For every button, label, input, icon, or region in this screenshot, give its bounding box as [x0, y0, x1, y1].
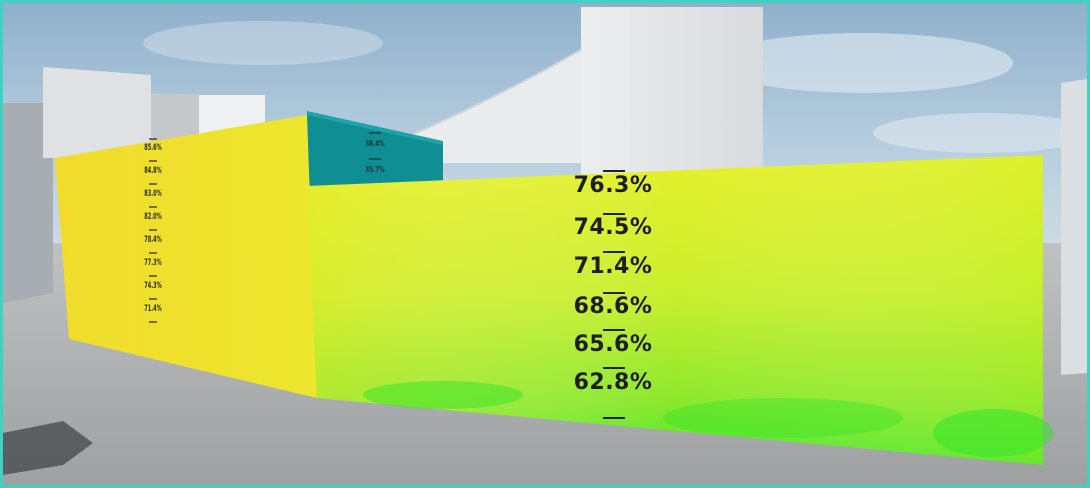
heatmap-wall-left [55, 115, 317, 398]
heatmap-value-label: 38.4% [365, 139, 385, 148]
teal-block [307, 113, 443, 188]
heatmap-value-label: 84.8% [144, 166, 162, 176]
building-left [43, 67, 151, 158]
heatmap-value-label: 68.6% [573, 294, 653, 319]
scene-3d-view [3, 3, 1087, 485]
heatmap-value-label: 74.5% [573, 215, 653, 240]
heatmap-value-label: 77.3% [144, 258, 162, 268]
cloud [873, 113, 1087, 153]
heatmap-value-label: 62.8% [573, 370, 653, 395]
heatmap-value-label: 76.3% [573, 173, 653, 198]
cloud [713, 33, 1013, 93]
teal-block-ticks [369, 132, 381, 160]
heatmap-value-label: 83.0% [144, 189, 162, 199]
heatmap-value-label: 78.4% [144, 235, 162, 245]
left-wall-ticks [149, 138, 157, 323]
heatmap-patch [933, 409, 1053, 457]
ground-shadow [3, 421, 93, 475]
heatmap-value-label: 35.7% [365, 165, 385, 174]
cloud [143, 21, 383, 65]
heatmap-value-label: 82.0% [144, 212, 162, 222]
right-wall-ticks [603, 170, 625, 419]
heatmap-value-label: 74.3% [144, 281, 162, 291]
building-right [1061, 79, 1087, 375]
heatmap-patch [363, 381, 523, 409]
heatmap-value-label: 85.6% [144, 143, 162, 153]
building-far-left [3, 103, 53, 303]
heatmap-patch [663, 398, 903, 438]
heatmap-value-label: 71.4% [144, 304, 162, 314]
teal-block-top [307, 111, 443, 145]
tower [581, 7, 763, 177]
heatmap-value-label: 71.4% [573, 254, 653, 279]
heatmap-value-label: 65.6% [573, 332, 653, 357]
